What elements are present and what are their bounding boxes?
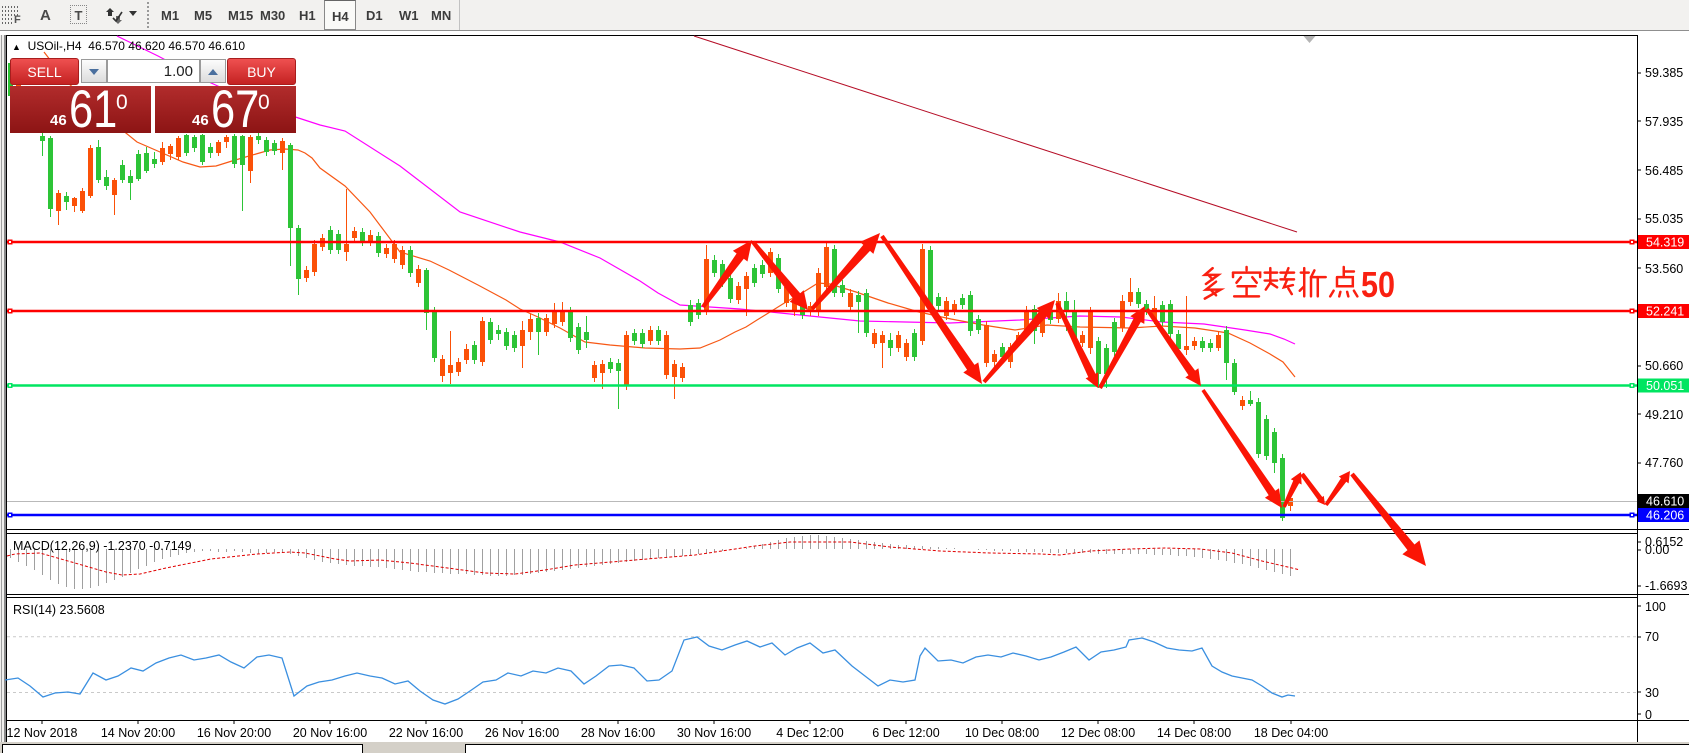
svg-text:54.319: 54.319 [1646, 236, 1684, 250]
svg-text:12 Dec 08:00: 12 Dec 08:00 [1061, 726, 1135, 740]
svg-text:-1.6693: -1.6693 [1645, 579, 1687, 593]
svg-text:46.206: 46.206 [1646, 509, 1684, 523]
svg-text:6 Dec 12:00: 6 Dec 12:00 [872, 726, 939, 740]
svg-text:0.6152: 0.6152 [1645, 535, 1683, 549]
svg-text:10 Dec 08:00: 10 Dec 08:00 [965, 726, 1039, 740]
svg-text:70: 70 [1645, 630, 1659, 644]
svg-text:0.00: 0.00 [1645, 543, 1669, 557]
svg-text:50: 50 [1361, 266, 1395, 306]
svg-text:26 Nov 16:00: 26 Nov 16:00 [485, 726, 559, 740]
svg-text:20 Nov 16:00: 20 Nov 16:00 [293, 726, 367, 740]
svg-text:30: 30 [1645, 686, 1659, 700]
svg-text:18 Dec 04:00: 18 Dec 04:00 [1254, 726, 1328, 740]
svg-text:14 Dec 08:00: 14 Dec 08:00 [1157, 726, 1231, 740]
svg-text:55.035: 55.035 [1645, 212, 1683, 226]
svg-text:56.485: 56.485 [1645, 164, 1683, 178]
svg-text:57.935: 57.935 [1645, 115, 1683, 129]
svg-text:30 Nov 16:00: 30 Nov 16:00 [677, 726, 751, 740]
svg-text:50.051: 50.051 [1646, 379, 1684, 393]
svg-text:47.760: 47.760 [1645, 456, 1683, 470]
svg-text:RSI(14) 23.5608: RSI(14) 23.5608 [13, 603, 105, 617]
svg-text:50.660: 50.660 [1645, 359, 1683, 373]
svg-text:12 Nov 2018: 12 Nov 2018 [7, 726, 78, 740]
svg-text:4 Dec 12:00: 4 Dec 12:00 [776, 726, 843, 740]
svg-text:MACD(12,26,9) -1.2370 -0.7149: MACD(12,26,9) -1.2370 -0.7149 [13, 539, 192, 553]
svg-text:0: 0 [1645, 708, 1652, 722]
svg-text:49.210: 49.210 [1645, 408, 1683, 422]
svg-text:53.560: 53.560 [1645, 262, 1683, 276]
svg-text:52.241: 52.241 [1646, 305, 1684, 319]
svg-text:16 Nov 20:00: 16 Nov 20:00 [197, 726, 271, 740]
svg-text:14 Nov 20:00: 14 Nov 20:00 [101, 726, 175, 740]
svg-text:22 Nov 16:00: 22 Nov 16:00 [389, 726, 463, 740]
svg-text:28 Nov 16:00: 28 Nov 16:00 [581, 726, 655, 740]
svg-text:46.610: 46.610 [1646, 495, 1684, 509]
svg-text:59.385: 59.385 [1645, 66, 1683, 80]
svg-text:100: 100 [1645, 600, 1666, 614]
